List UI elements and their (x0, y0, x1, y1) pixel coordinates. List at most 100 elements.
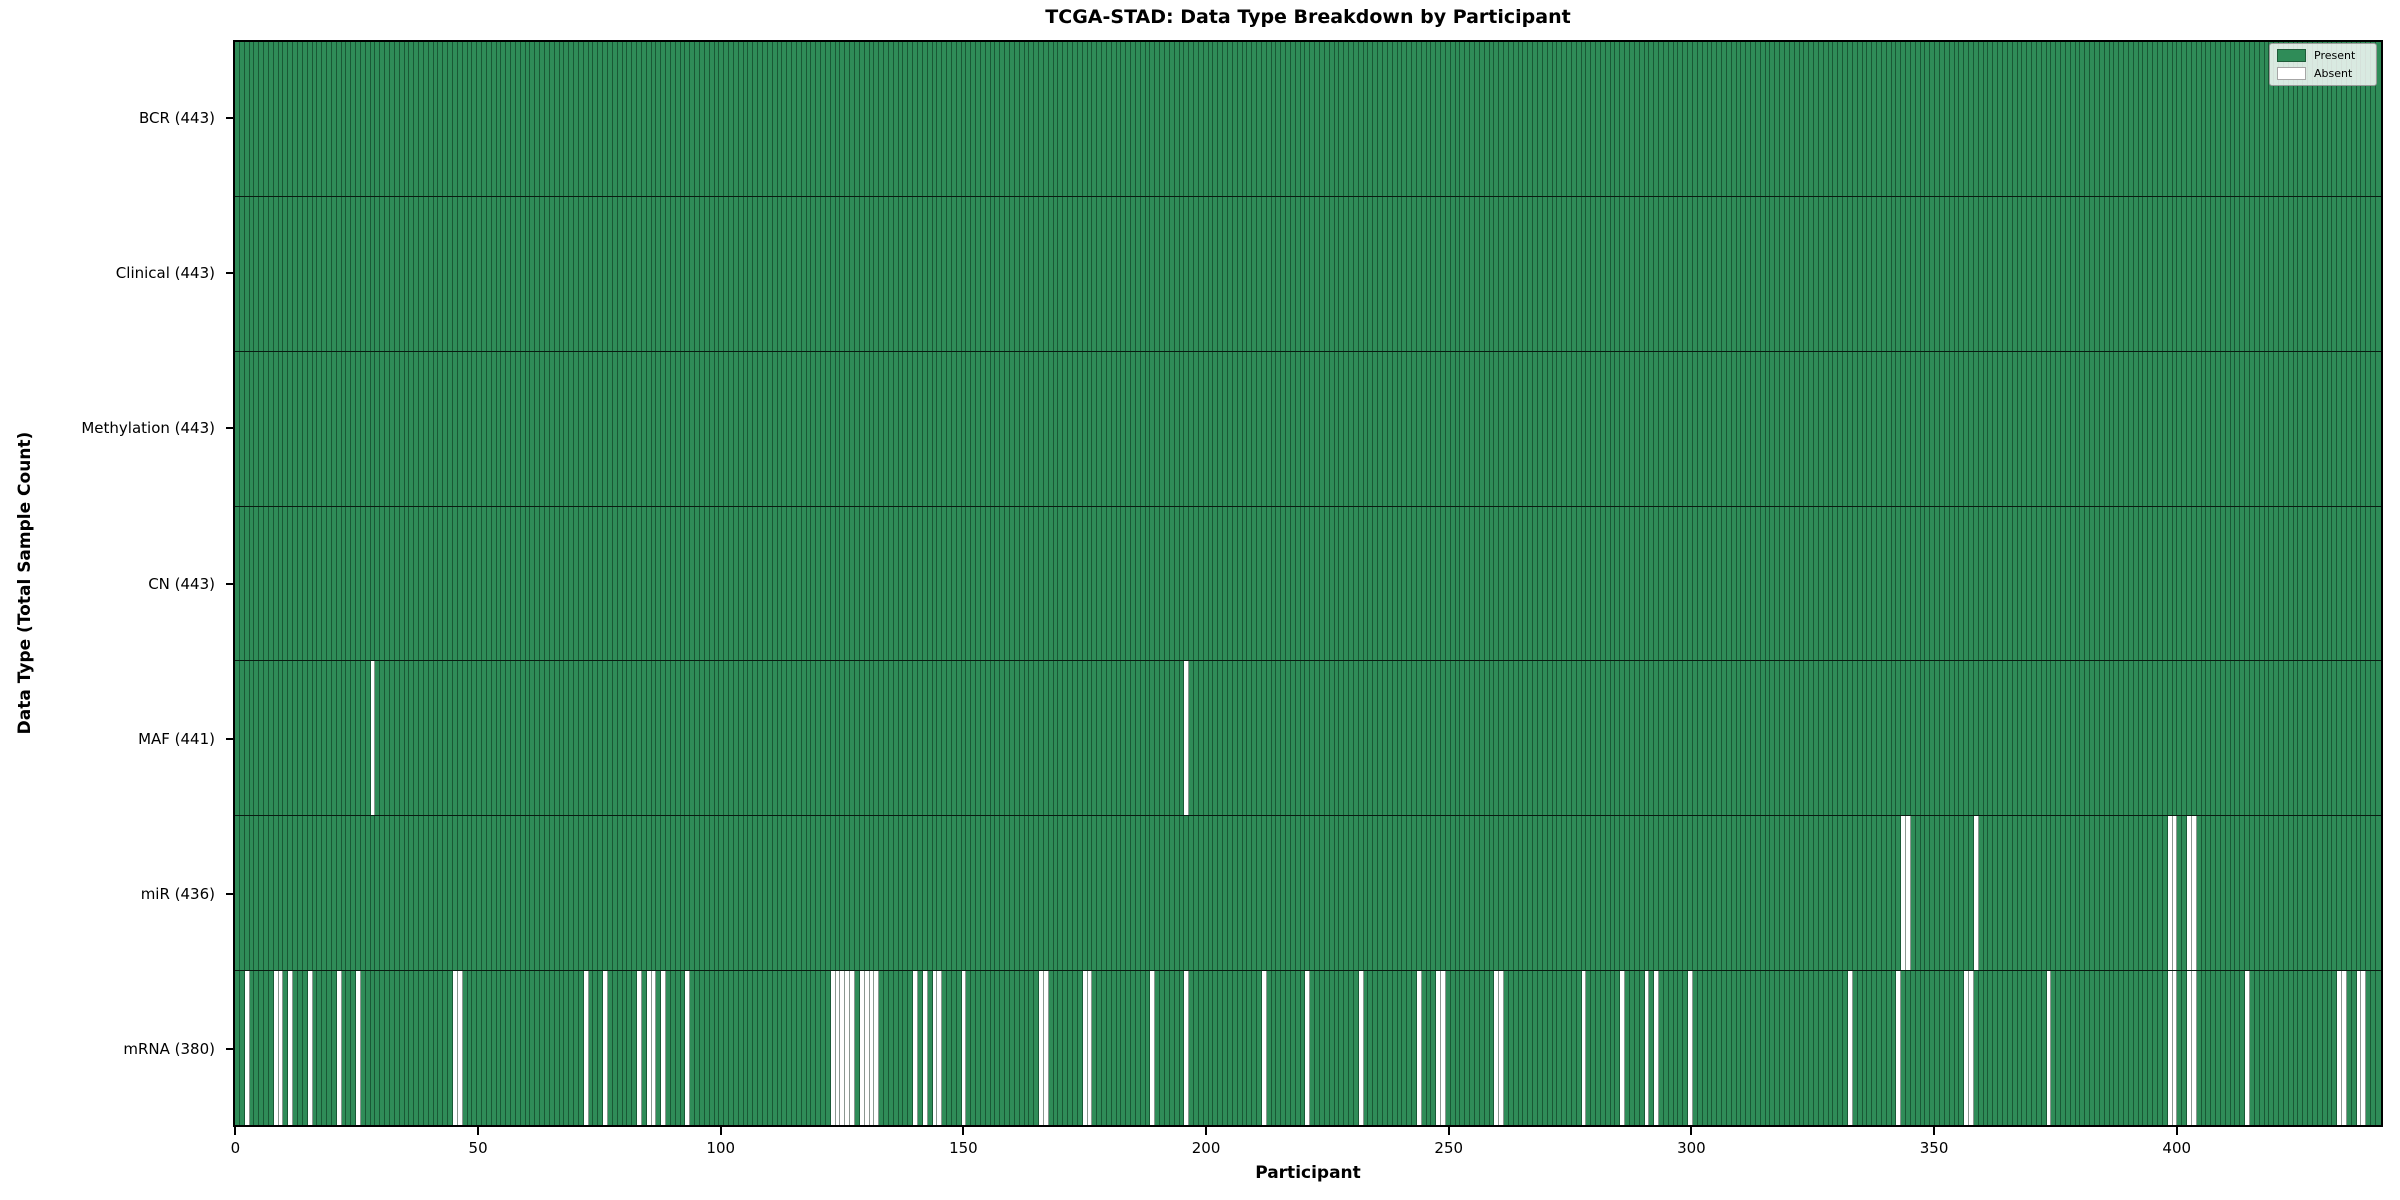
heatmap-cell (1973, 42, 1979, 196)
heatmap-cell (1329, 351, 1335, 506)
heatmap-cell (1552, 506, 1558, 661)
heatmap-cell (1799, 196, 1805, 351)
heatmap-cell (2356, 351, 2362, 506)
heatmap-cell (1891, 971, 1897, 1126)
heatmap-cell (1068, 506, 1073, 661)
heatmap-cell (1969, 971, 1974, 1126)
heatmap-cell (1382, 816, 1388, 971)
heatmap-cell (322, 971, 328, 1126)
heatmap-cell (2191, 42, 2197, 196)
heatmap-cell (1504, 42, 1509, 196)
heatmap-cell (1426, 42, 1432, 196)
heatmap-cell (259, 661, 265, 816)
heatmap-cell (370, 661, 376, 816)
heatmap-cell (1702, 661, 1708, 816)
heatmap-cell (448, 351, 453, 506)
heatmap-cell (1126, 816, 1132, 971)
heatmap-cell (937, 506, 943, 661)
heatmap-cell (506, 661, 512, 816)
heatmap-cell (1445, 42, 1451, 196)
heatmap-cell (1867, 351, 1873, 506)
heatmap-cell (1717, 351, 1723, 506)
heatmap-cell (2220, 42, 2226, 196)
heatmap-cell (351, 506, 357, 661)
heatmap-cell (1751, 971, 1756, 1126)
heatmap-cell (675, 351, 681, 506)
heatmap-cell (1121, 661, 1127, 816)
heatmap-cell (796, 816, 802, 971)
heatmap-cell (762, 661, 768, 816)
heatmap-cell (511, 506, 516, 661)
heatmap-cell (2162, 816, 2168, 971)
heatmap-cell (695, 196, 700, 351)
heatmap-cell (714, 196, 720, 351)
heatmap-cell (908, 42, 914, 196)
heatmap-cell (1121, 42, 1127, 196)
heatmap-cell (249, 42, 255, 196)
heatmap-cell (1165, 351, 1170, 506)
heatmap-cell (1930, 661, 1936, 816)
heatmap-cell (235, 971, 240, 1126)
heatmap-cell (1082, 661, 1088, 816)
heatmap-cell (1470, 196, 1475, 351)
heatmap-cell (2070, 816, 2076, 971)
heatmap-cell (700, 971, 705, 1126)
heatmap-cell (1722, 42, 1727, 196)
heatmap-cell (283, 196, 289, 351)
heatmap-cell (1818, 971, 1824, 1126)
heatmap-cell (666, 42, 671, 196)
heatmap-cell (1765, 42, 1771, 196)
heatmap-cell (1203, 196, 1209, 351)
heatmap-cell (1276, 506, 1282, 661)
heatmap-cell (2172, 816, 2178, 971)
heatmap-cell (2075, 196, 2081, 351)
heatmap-cell (2162, 351, 2168, 506)
heatmap-cell (2036, 42, 2042, 196)
heatmap-cell (1155, 661, 1161, 816)
heatmap-cell (1983, 42, 1989, 196)
heatmap-cell (1194, 661, 1199, 816)
heatmap-cell (525, 506, 531, 661)
heatmap-cell (1261, 816, 1267, 971)
heatmap-cell (1828, 506, 1834, 661)
heatmap-cell (472, 351, 478, 506)
heatmap-cell (283, 661, 289, 816)
heatmap-cell (1930, 816, 1936, 971)
heatmap-cell (1286, 506, 1291, 661)
heatmap-cell (2206, 661, 2212, 816)
heatmap-cell (709, 816, 715, 971)
heatmap-cell (341, 42, 347, 196)
heatmap-cell (1382, 42, 1388, 196)
heatmap-cell (1184, 506, 1190, 661)
heatmap-cell (1005, 506, 1010, 661)
heatmap-cell (767, 42, 773, 196)
heatmap-cell (1697, 351, 1703, 506)
heatmap-cell (777, 816, 783, 971)
heatmap-cell (898, 351, 904, 506)
heatmap-cell (1726, 661, 1732, 816)
heatmap-cell (2085, 816, 2091, 971)
heatmap-cell (1688, 971, 1693, 1126)
heatmap-cell (2017, 42, 2023, 196)
heatmap-cell (995, 196, 1001, 351)
heatmap-cell (1731, 351, 1737, 506)
heatmap-cell (1102, 42, 1107, 196)
heatmap-cell (2322, 816, 2328, 971)
heatmap-cell (1353, 506, 1359, 661)
heatmap-cell (1847, 351, 1853, 506)
heatmap-cell (438, 661, 444, 816)
heatmap-cell (1586, 351, 1592, 506)
heatmap-cell (2022, 506, 2028, 661)
heatmap-plot (233, 40, 2383, 1127)
heatmap-cell (2177, 506, 2183, 661)
heatmap-cell (2288, 351, 2294, 506)
heatmap-cell (1523, 42, 1529, 196)
heatmap-cell (2322, 351, 2328, 506)
heatmap-cell (1707, 506, 1713, 661)
heatmap-cell (1010, 971, 1015, 1126)
heatmap-cell (1625, 506, 1630, 661)
heatmap-cell (1189, 971, 1195, 1126)
heatmap-cell (1261, 506, 1267, 661)
heatmap-cell (2128, 971, 2134, 1126)
heatmap-cell (1906, 816, 1911, 971)
